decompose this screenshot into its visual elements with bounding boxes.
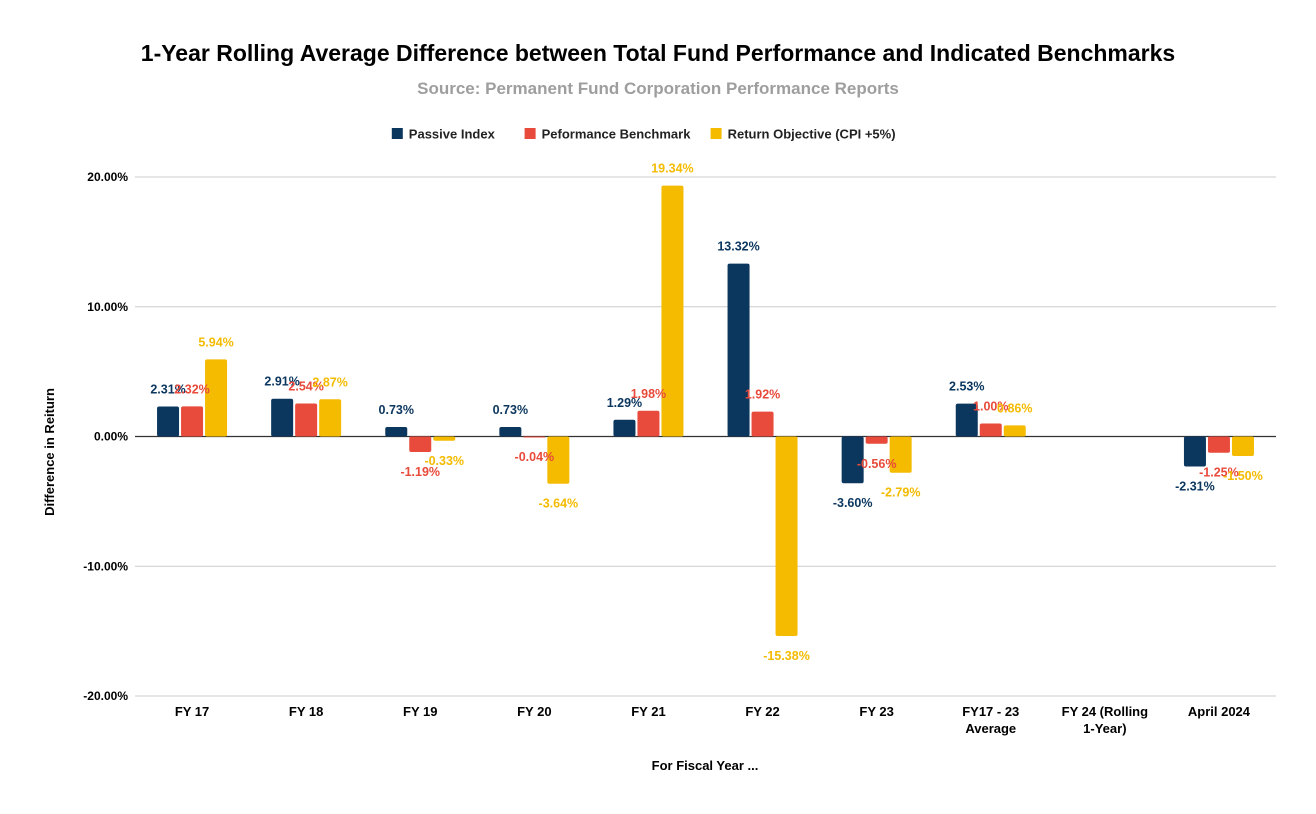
legend-label: Return Objective (CPI +5%): [728, 127, 896, 142]
x-tick-label: FY 20: [517, 704, 551, 719]
data-label: -0.56%: [857, 457, 897, 471]
data-label: 1.29%: [607, 396, 642, 410]
data-label: -3.60%: [833, 496, 873, 510]
chart-bars: [157, 185, 1254, 637]
y-tick-label: 10.00%: [87, 300, 128, 314]
data-label: -0.33%: [424, 454, 464, 468]
x-tick-label: April 2024: [1188, 704, 1251, 719]
y-tick-label: -20.00%: [83, 689, 128, 703]
bar[interactable]: [613, 419, 636, 437]
x-tick-label: FY17 - 23 Average: [962, 704, 1019, 736]
bar[interactable]: [181, 406, 204, 437]
y-tick-label: 20.00%: [87, 170, 128, 184]
x-tick-label: FY 24 (Rolling 1-Year): [1062, 704, 1148, 736]
bar[interactable]: [727, 263, 750, 437]
bar[interactable]: [499, 427, 522, 437]
bar[interactable]: [889, 436, 912, 473]
data-label: 2.31%: [150, 383, 185, 397]
data-label: 1.98%: [631, 387, 666, 401]
data-label: 19.34%: [651, 162, 693, 176]
data-label: 2.32%: [174, 382, 209, 396]
y-axis-title: Difference in Reiturn: [42, 388, 57, 516]
bar[interactable]: [955, 403, 978, 437]
bar[interactable]: [775, 436, 798, 637]
bar[interactable]: [157, 406, 180, 437]
bar[interactable]: [841, 436, 864, 484]
bar[interactable]: [1231, 436, 1254, 456]
data-label: -2.31%: [1175, 479, 1215, 493]
y-axis: 20.00% 10.00% 0.00% -10.00% -20.00%: [83, 170, 128, 703]
bar[interactable]: [1183, 436, 1206, 467]
bar[interactable]: [205, 359, 228, 437]
data-label: -15.38%: [763, 649, 810, 663]
legend-label: Peformance Benchmark: [542, 127, 692, 142]
x-tick-label: FY 22: [745, 704, 779, 719]
x-tick-label: FY 23: [859, 704, 893, 719]
data-label: -1.19%: [400, 465, 440, 479]
data-label: 2.87%: [312, 375, 347, 389]
y-tick-label: -10.00%: [83, 559, 128, 573]
bar[interactable]: [661, 185, 684, 437]
legend-swatch: [391, 128, 403, 139]
chart-grid: [135, 176, 1276, 697]
data-label: 13.32%: [717, 240, 759, 254]
data-label: 1.00%: [973, 400, 1008, 414]
y-tick-label: 0.00%: [94, 430, 128, 444]
chart-legend: Passive Index Peformance Benchmark Return …: [391, 127, 896, 142]
data-label: 0.86%: [997, 401, 1032, 415]
bar[interactable]: [385, 427, 408, 437]
data-label: -1.25%: [1199, 466, 1239, 480]
bar[interactable]: [319, 399, 342, 437]
bar[interactable]: [979, 423, 1002, 437]
bar[interactable]: [433, 436, 456, 441]
bar[interactable]: [271, 398, 294, 437]
x-tick-label: FY 19: [403, 704, 437, 719]
bar[interactable]: [1207, 436, 1230, 453]
legend-swatch: [710, 128, 722, 139]
bar[interactable]: [547, 436, 570, 484]
data-label: -3.64%: [539, 497, 579, 511]
data-label: 5.94%: [198, 335, 233, 349]
x-axis-title: For Fiscal Year ...: [652, 758, 759, 773]
bar[interactable]: [1003, 425, 1026, 437]
data-label: 2.91%: [264, 375, 299, 389]
data-label: 2.53%: [949, 380, 984, 394]
legend-swatch: [524, 128, 536, 139]
chart-bar-labels: 2.31%2.32% 5.94% 2.91%2.54%2.87% 0.73% -1.19…: [150, 162, 1262, 663]
bar[interactable]: [295, 403, 318, 437]
data-label: 0.73%: [493, 403, 528, 417]
bar[interactable]: [637, 410, 660, 437]
x-tick-label: FY 18: [289, 704, 323, 719]
chart-subtitle: Source: Permanent Fund Corporation Perfo…: [417, 79, 899, 98]
bar[interactable]: [751, 411, 774, 437]
data-label: 0.73%: [379, 403, 414, 417]
legend-label: Passive Index: [409, 127, 496, 142]
data-label: -1.50%: [1223, 469, 1263, 483]
bar[interactable]: [865, 436, 888, 444]
data-label: 1.92%: [745, 388, 780, 402]
data-label: -0.04%: [515, 450, 555, 464]
bar[interactable]: [409, 436, 432, 452]
bar[interactable]: [523, 436, 546, 438]
x-axis: FY 17 FY 18 FY 19 FY 20 FY 21 FY 22 FY 23 FY17 …: [175, 704, 1251, 736]
data-label: 2.54%: [288, 380, 323, 394]
x-tick-label: FY 21: [631, 704, 665, 719]
x-tick-label: FY 17: [175, 704, 209, 719]
chart-title: 1-Year Rolling Average Difference betwee…: [140, 40, 1176, 66]
data-label: -2.79%: [881, 486, 921, 500]
